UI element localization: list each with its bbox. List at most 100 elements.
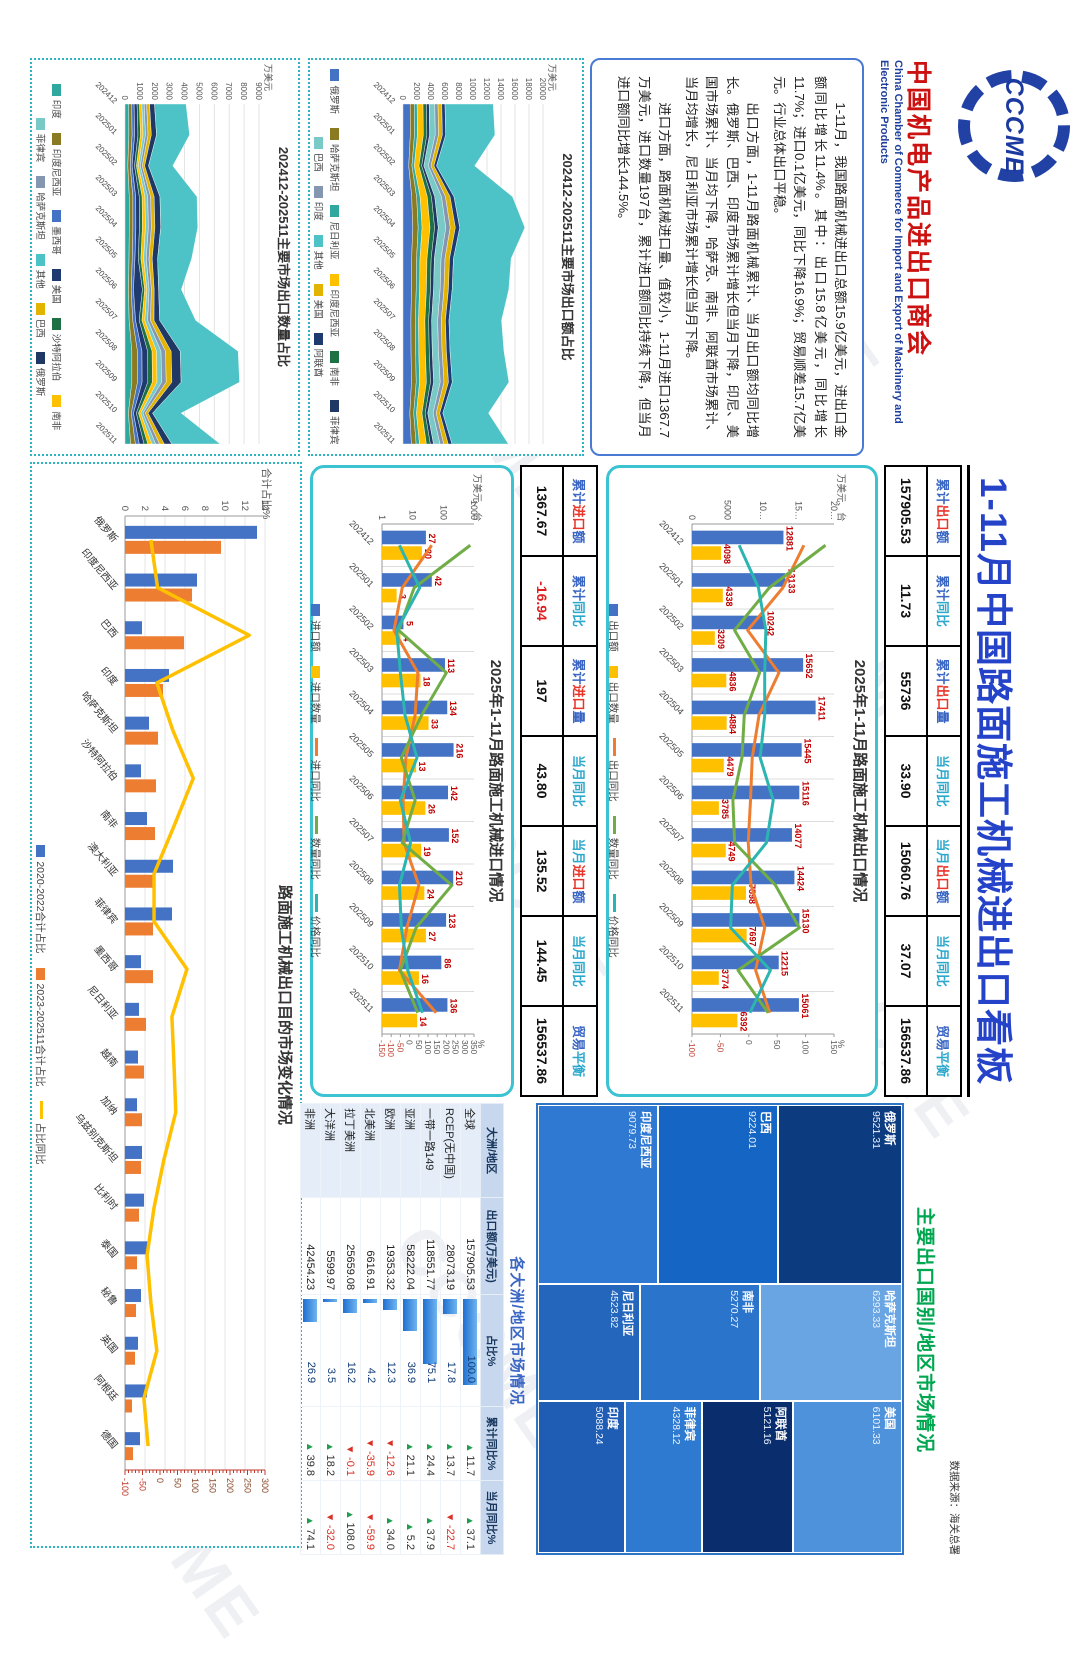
svg-text:12: 12 [239, 500, 250, 511]
svg-text:0: 0 [687, 515, 697, 520]
legend-item: 菲律宾 [328, 400, 342, 445]
svg-text:202505: 202505 [94, 235, 120, 261]
svg-text:15445: 15445 [803, 738, 813, 763]
svg-text:万美元: 万美元 [263, 64, 274, 91]
legend-item: 南非 [328, 351, 342, 386]
down-arrow-icon: ▼ [364, 1438, 376, 1451]
svg-text:150: 150 [829, 1040, 839, 1054]
up-arrow-icon: ▲ [324, 1441, 336, 1455]
svg-text:14: 14 [418, 1017, 428, 1027]
svg-text:英国: 英国 [98, 1332, 121, 1356]
svg-text:1000: 1000 [135, 82, 144, 100]
legend-item: 哈萨克斯坦 [328, 127, 342, 191]
up-arrow-icon: ▲ [404, 1522, 416, 1535]
svg-text:7697: 7697 [748, 927, 758, 947]
svg-text:202511: 202511 [372, 421, 397, 446]
svg-text:202510: 202510 [347, 943, 375, 971]
svg-text:沙特阿拉伯: 沙特阿拉伯 [79, 737, 121, 784]
svg-text:150: 150 [208, 1478, 218, 1493]
svg-text:202506: 202506 [94, 266, 120, 292]
svg-text:202506: 202506 [657, 773, 685, 801]
svg-text:202507: 202507 [657, 816, 685, 844]
svg-text:300: 300 [460, 1040, 470, 1054]
svg-text:100: 100 [801, 1040, 811, 1054]
legend-item: 印度 [50, 83, 64, 119]
svg-text:202511: 202511 [94, 421, 119, 446]
legend-item: 俄罗斯 [34, 351, 48, 396]
up-arrow-icon: ▲ [464, 1442, 476, 1456]
svg-text:202504: 202504 [347, 688, 375, 716]
svg-text:202510: 202510 [372, 389, 398, 415]
svg-text:250: 250 [451, 1040, 461, 1054]
svg-text:202509: 202509 [94, 358, 120, 384]
svg-text:202503: 202503 [372, 173, 398, 199]
svg-text:202503: 202503 [94, 173, 120, 199]
svg-text:4098: 4098 [722, 544, 732, 564]
region-row: 欧洲 19353.32 12.3 ▼ -12.6 ▲ 34.0 [380, 1103, 401, 1555]
svg-text:123: 123 [447, 913, 457, 928]
svg-text:10242: 10242 [766, 611, 776, 636]
svg-text:4836: 4836 [727, 672, 737, 692]
treemap-cell: 菲律宾 4328.12 [625, 1400, 702, 1553]
up-arrow-icon: ▲ [344, 1509, 356, 1523]
import-combo-legend: 进口额 进口数量 进口同比 数量同比 价格同比 [308, 468, 323, 1094]
up-arrow-icon: ▲ [424, 1441, 436, 1455]
svg-text:12000: 12000 [482, 78, 491, 101]
export-qty-share-title: 202412-202511主要市场出口数量占比 [276, 146, 291, 368]
svg-text:17411: 17411 [817, 696, 827, 721]
svg-text:比利时: 比利时 [91, 1182, 119, 1213]
svg-text:0: 0 [119, 506, 130, 511]
svg-text:19: 19 [422, 847, 432, 857]
svg-text:16000: 16000 [510, 78, 519, 101]
region-row: 拉丁美洲 25659.08 16.2 ▼ -0.1 ▲ 108.0 [340, 1103, 361, 1555]
svg-text:202505: 202505 [657, 731, 685, 759]
svg-text:50: 50 [173, 1478, 183, 1488]
legend-item: 数量同比 [606, 815, 621, 880]
svg-text:142: 142 [449, 786, 459, 801]
export-combo-title: 2025年1-11月路面施工机械出口情况 [851, 659, 868, 903]
svg-text:202412: 202412 [372, 80, 398, 106]
svg-text:18000: 18000 [524, 78, 533, 101]
svg-text:14424: 14424 [795, 866, 805, 891]
summary-para-1: 1-11月，我国路面机械进出口总额15.9亿美元，进出口金额同比增长11.4%。… [771, 76, 848, 438]
up-arrow-icon: ▲ [444, 1441, 456, 1455]
legend-item: 墨西哥 [50, 210, 64, 255]
treemap-cell: 尼日利亚 4523.82 [538, 1284, 640, 1401]
svg-text:-50: -50 [715, 1040, 725, 1053]
svg-text:0: 0 [405, 1040, 415, 1045]
country-change-panel: 路面施工机械出口目的市场变化情况 0 2 4 6 8 10 12 14 合计占比% -100 -50… [30, 462, 302, 1548]
svg-text:4749: 4749 [727, 842, 737, 862]
svg-text:加纳: 加纳 [98, 1094, 121, 1118]
page-title: 1-11月中国路面施工机械进出口看板 [973, 476, 1014, 1085]
svg-text:300: 300 [260, 1478, 270, 1493]
down-arrow-icon: ▼ [384, 1438, 396, 1451]
treemap-title: 主要出口国别/地区市场情况 [914, 1206, 935, 1454]
kpi-cell: 累计出口额 157905.53 [886, 467, 960, 555]
svg-text:8000: 8000 [454, 82, 463, 100]
kpi-cell: 累计同比 11.73 [886, 555, 960, 645]
region-row: 非洲 42454.23 26.9 ▲ 39.8 ▲ 74.1 [300, 1103, 321, 1555]
svg-text:202507: 202507 [347, 816, 375, 844]
logo-text: CCCME [1000, 77, 1029, 175]
svg-text:100: 100 [423, 1040, 433, 1054]
treemap: 俄罗斯 9521.31 巴西 9224.01 印度尼西亚 9079.73 哈萨克斯坦 6293… [536, 1103, 904, 1555]
svg-text:5000: 5000 [723, 500, 733, 520]
treemap-cell: 巴西 9224.01 [658, 1105, 779, 1285]
region-row: RCEP(无中国) 28073.19 17.8 ▲ 13.7 ▼ -22.7 [440, 1103, 461, 1555]
svg-text:202501: 202501 [94, 111, 120, 137]
svg-text:-50: -50 [138, 1478, 148, 1491]
svg-text:202505: 202505 [372, 235, 398, 261]
up-arrow-icon: ▲ [464, 1515, 476, 1529]
svg-text:巴西: 巴西 [98, 617, 120, 640]
legend-item: 价格同比 [606, 893, 621, 958]
svg-text:27: 27 [427, 533, 437, 543]
country-change-title: 路面施工机械出口目的市场变化情况 [276, 884, 293, 1125]
svg-text:菲律宾: 菲律宾 [91, 895, 120, 926]
legend-item: 2023-202511合计占比 [33, 967, 48, 1087]
svg-text:202504: 202504 [657, 688, 685, 716]
regions-table: 大洲/地区 出口额(万美元) 占比% 累计同比% 当月同比% 全球 157905.53 100… [300, 1103, 504, 1555]
treemap-cell: 俄罗斯 9521.31 [778, 1105, 902, 1285]
svg-text:100: 100 [438, 505, 448, 520]
legend-item: 俄罗斯 [328, 69, 342, 114]
